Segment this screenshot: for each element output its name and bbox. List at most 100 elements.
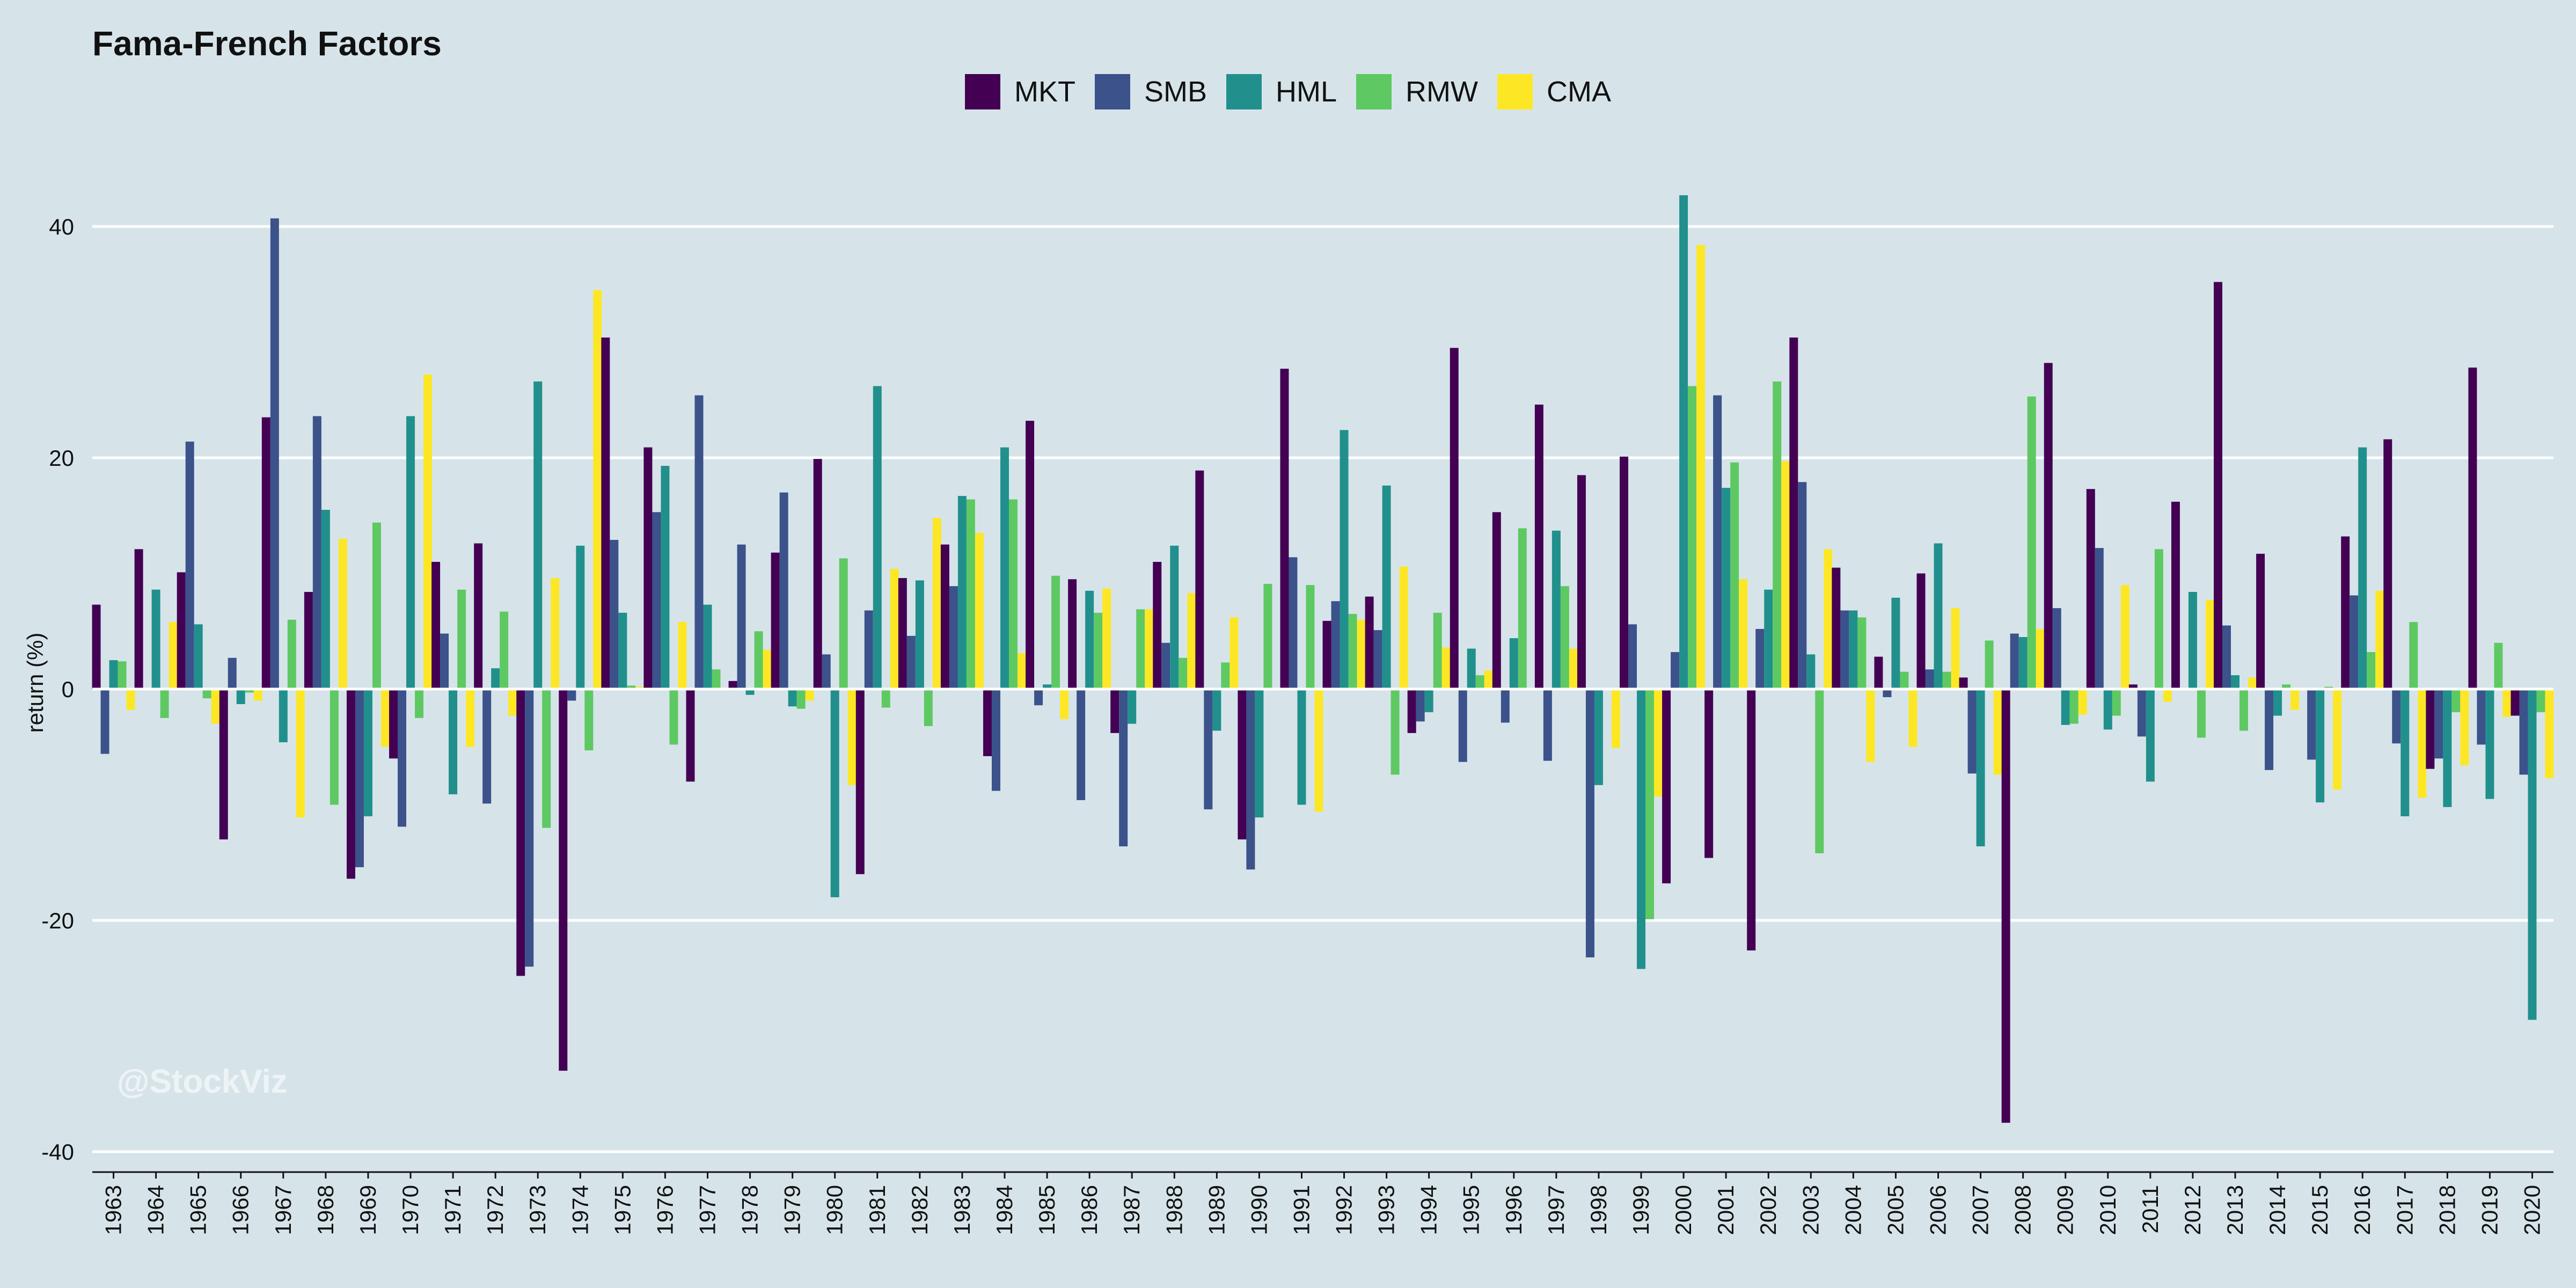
bar-cma-1969: [380, 689, 390, 747]
x-tick-label: 1983: [949, 1185, 975, 1235]
bar-cma-1986: [1102, 588, 1111, 689]
bar-rmw-1981: [881, 689, 890, 708]
x-tick-label: 1979: [780, 1185, 805, 1235]
bar-group-2004: [1832, 567, 1875, 762]
bar-group-1975: [601, 337, 645, 689]
x-tick-label: 1977: [695, 1185, 720, 1235]
bar-group-2014: [2256, 553, 2300, 770]
bar-mkt-2014: [2256, 553, 2265, 689]
x-tick-label: 2000: [1671, 1185, 1696, 1235]
legend-swatch: [1497, 74, 1533, 109]
x-tick-label: 2007: [1968, 1185, 1993, 1235]
bar-group-1987: [1110, 609, 1154, 847]
x-tick-label: 1969: [355, 1185, 380, 1235]
bar-rmw-1976: [669, 689, 678, 745]
bar-cma-2018: [2460, 689, 2469, 766]
bar-hml-2007: [1976, 689, 1985, 847]
bar-mkt-2019: [2468, 367, 2477, 689]
bar-mkt-2000: [1662, 689, 1671, 884]
bar-hml-1977: [703, 604, 712, 689]
bar-rmw-1999: [1645, 689, 1655, 919]
y-tick-label: 20: [49, 445, 74, 471]
y-tick-label: -20: [41, 908, 74, 933]
bar-hml-1992: [1340, 430, 1349, 689]
bar-hml-1971: [449, 689, 458, 795]
bar-group-1984: [983, 447, 1026, 791]
bar-smb-1995: [1458, 689, 1467, 762]
bar-mkt-1976: [643, 447, 653, 689]
bar-hml-2004: [1849, 610, 1858, 689]
legend-item-rmw: RMW: [1356, 74, 1478, 109]
bar-rmw-2014: [2282, 684, 2291, 689]
x-tick-label: 2008: [2010, 1185, 2036, 1235]
axis-layer: 1963 1964 1965 1966 1967 1968 1969 1970 1971 1972…: [92, 687, 2553, 1235]
bar-cma-2000: [1696, 245, 1706, 690]
bar-cma-2019: [2502, 689, 2512, 717]
bar-rmw-1985: [1051, 575, 1060, 689]
bar-rmw-1963: [118, 661, 127, 689]
bar-smb-1998: [1585, 689, 1594, 957]
bar-hml-2005: [1891, 597, 1900, 689]
bar-mkt-2020: [2511, 689, 2520, 716]
bar-group-2006: [1916, 543, 1960, 689]
x-tick-label: 1985: [1034, 1185, 1059, 1235]
bar-group-1985: [1026, 421, 1069, 720]
bar-mkt-1997: [1534, 404, 1543, 689]
bar-mkt-1991: [1280, 369, 1289, 689]
bar-smb-1989: [1204, 689, 1213, 810]
x-tick-label: 2015: [2307, 1185, 2332, 1235]
bar-mkt-1990: [1238, 689, 1247, 840]
bar-cma-1963: [126, 689, 135, 710]
bar-cma-1966: [253, 689, 262, 701]
x-tick-label: 1975: [610, 1185, 635, 1235]
bar-smb-1965: [185, 441, 194, 689]
bar-hml-1970: [406, 416, 415, 689]
bar-hml-2020: [2528, 689, 2537, 1020]
bar-rmw-1967: [287, 619, 296, 689]
bar-mkt-1981: [855, 689, 865, 874]
x-tick-label: 2011: [2138, 1185, 2163, 1233]
bar-hml-1990: [1255, 689, 1264, 818]
bar-group-1989: [1195, 470, 1239, 810]
bar-cma-2001: [1739, 579, 1748, 689]
bar-hml-1965: [194, 624, 203, 689]
bar-cma-1968: [338, 538, 347, 689]
bar-smb-1969: [355, 689, 364, 867]
bar-hml-1968: [321, 509, 330, 689]
bar-group-2018: [2426, 689, 2469, 807]
bar-group-2009: [2044, 363, 2087, 725]
bar-mkt-1989: [1195, 470, 1204, 689]
bar-smb-1987: [1119, 689, 1128, 847]
bar-smb-2011: [2137, 689, 2146, 737]
bar-cma-1987: [1145, 609, 1154, 689]
bar-rmw-1965: [202, 689, 211, 699]
bar-rmw-1983: [966, 499, 975, 689]
bar-group-2005: [1874, 597, 1918, 747]
bar-cma-1973: [551, 578, 560, 689]
bar-smb-1983: [949, 586, 958, 689]
bar-hml-1989: [1212, 689, 1221, 731]
bar-group-2010: [2086, 489, 2129, 730]
x-tick-label: 2001: [1713, 1185, 1738, 1235]
y-tick-label: -40: [41, 1139, 74, 1165]
bar-hml-1979: [788, 689, 797, 707]
bar-hml-1964: [151, 589, 160, 689]
bar-cma-2013: [2248, 677, 2257, 689]
bar-smb-1980: [822, 654, 831, 689]
bar-mkt-1984: [983, 689, 992, 756]
bar-group-1966: [219, 657, 262, 840]
bar-rmw-2019: [2494, 642, 2503, 689]
bar-rmw-2018: [2451, 689, 2461, 713]
bar-rmw-1966: [245, 689, 254, 693]
bar-group-1964: [134, 549, 178, 718]
bar-hml-1963: [109, 660, 118, 689]
bar-rmw-1994: [1433, 612, 1442, 689]
bar-rmw-1982: [924, 689, 933, 726]
x-tick-label: 1992: [1331, 1185, 1357, 1235]
bar-mkt-2006: [1916, 573, 1926, 689]
bar-hml-1966: [236, 689, 245, 705]
x-tick-label: 2016: [2350, 1185, 2375, 1235]
bar-smb-1971: [440, 633, 449, 689]
bar-smb-1997: [1543, 689, 1552, 761]
bar-mkt-1975: [601, 337, 610, 689]
